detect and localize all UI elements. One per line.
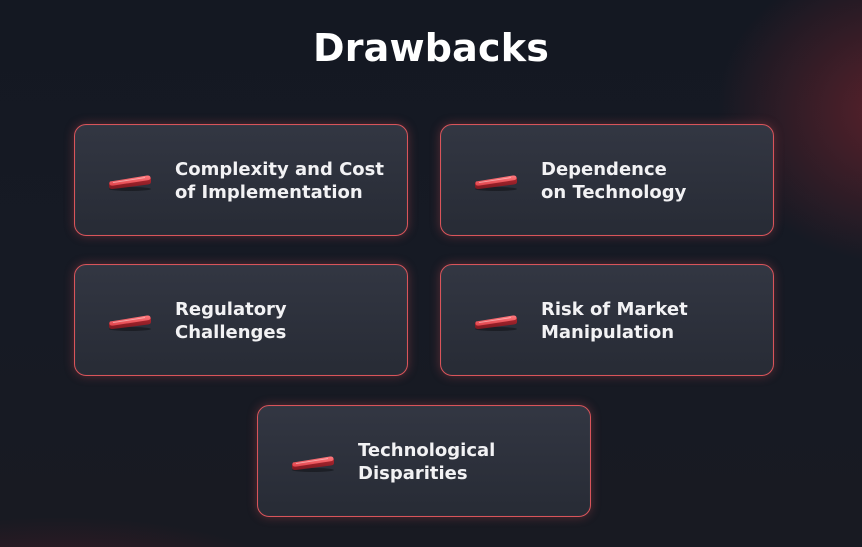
drawback-label-line1: Complexity and Cost	[175, 159, 384, 180]
drawback-card-regulatory: Regulatory Challenges	[74, 264, 408, 376]
drawback-label-line2: on Technology	[541, 182, 687, 203]
drawback-card-label: Complexity and Cost of Implementation	[175, 158, 399, 204]
red-bar-icon	[473, 173, 519, 191]
drawback-card-complexity: Complexity and Cost of Implementation	[74, 124, 408, 236]
drawback-label-line1: Regulatory	[175, 299, 287, 320]
drawback-card-dependence: Dependence on Technology	[440, 124, 774, 236]
red-bar-icon	[107, 313, 153, 331]
drawback-card-label: Regulatory Challenges	[175, 298, 399, 344]
drawback-label-line2: of Implementation	[175, 182, 363, 203]
red-bar-icon	[107, 173, 153, 191]
page-title: Drawbacks	[312, 26, 550, 70]
drawback-card-label: Risk of Market Manipulation	[541, 298, 765, 344]
drawback-label-line2: Disparities	[358, 463, 468, 484]
drawback-label-line1: Technological	[358, 440, 496, 461]
drawback-label-line2: Challenges	[175, 322, 287, 343]
drawback-label-line1: Dependence	[541, 159, 667, 180]
drawback-card-technological-disparities: Technological Disparities	[257, 405, 591, 517]
drawback-label-line2: Manipulation	[541, 322, 675, 343]
red-bar-icon	[473, 313, 519, 331]
drawback-card-label: Dependence on Technology	[541, 158, 765, 204]
drawback-card-label: Technological Disparities	[358, 439, 582, 485]
red-bar-icon	[290, 454, 336, 472]
drawback-card-market-manipulation: Risk of Market Manipulation	[440, 264, 774, 376]
drawback-label-line1: Risk of Market	[541, 299, 688, 320]
